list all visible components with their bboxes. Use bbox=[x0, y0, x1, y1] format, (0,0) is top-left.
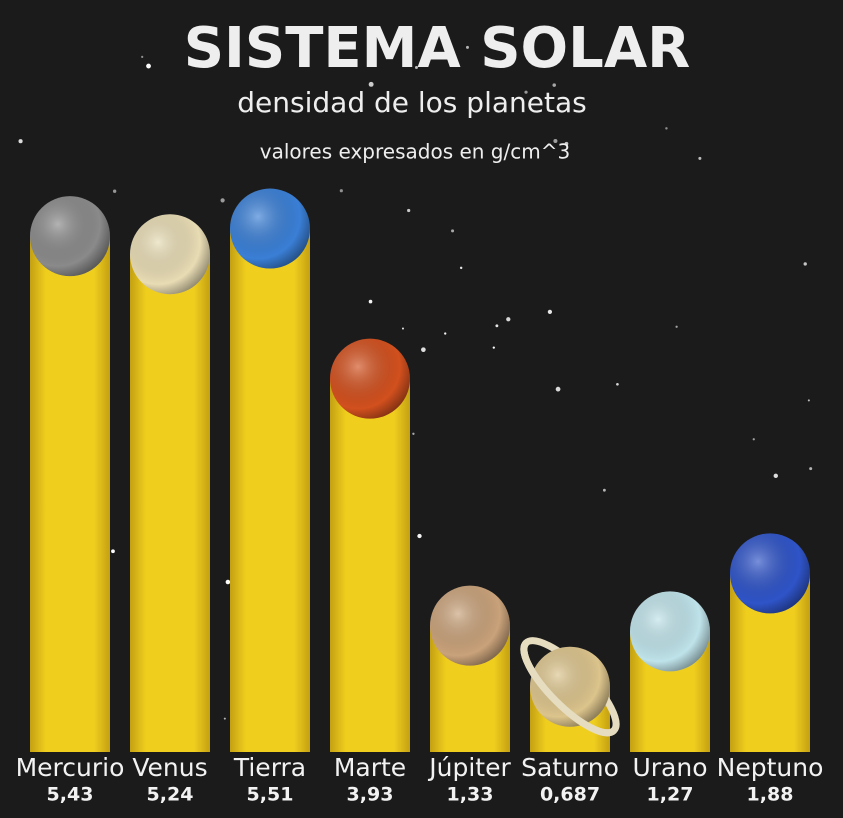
star bbox=[451, 229, 455, 233]
star bbox=[444, 332, 447, 335]
star bbox=[223, 717, 226, 720]
value-label: 5,51 bbox=[247, 784, 294, 806]
value-label: 1,33 bbox=[447, 784, 494, 806]
star bbox=[277, 48, 280, 51]
x-tick-label: Venus bbox=[132, 753, 207, 782]
star bbox=[495, 324, 499, 328]
planet-shade bbox=[530, 646, 610, 727]
bar-tint bbox=[330, 378, 410, 752]
planet-ring-front bbox=[520, 640, 617, 737]
chart-note: valores expresados en g/cm^3 bbox=[260, 140, 570, 164]
star bbox=[553, 138, 558, 143]
star bbox=[417, 533, 422, 539]
x-tick-label: Urano bbox=[632, 753, 707, 782]
x-tick-label: Neptuno bbox=[717, 753, 824, 782]
star bbox=[111, 549, 115, 554]
star bbox=[112, 189, 117, 193]
star bbox=[401, 327, 404, 330]
star bbox=[675, 325, 678, 328]
value-label: 0,687 bbox=[540, 784, 600, 806]
x-tick-label: Júpiter bbox=[427, 753, 511, 782]
chart-subtitle: densidad de los planetas bbox=[237, 86, 586, 119]
star bbox=[809, 467, 813, 471]
star bbox=[564, 141, 569, 146]
bar bbox=[30, 236, 110, 752]
bar-tint bbox=[30, 236, 110, 752]
planet-shade bbox=[630, 591, 710, 672]
star bbox=[698, 156, 702, 160]
chart-title: SISTEMA SOLAR bbox=[184, 16, 691, 81]
planet-shade bbox=[730, 533, 810, 614]
star bbox=[368, 81, 374, 87]
star bbox=[225, 579, 231, 585]
star bbox=[803, 262, 807, 266]
x-tick-label: Marte bbox=[334, 753, 406, 782]
bar-tint bbox=[130, 254, 210, 752]
star bbox=[506, 317, 511, 322]
planet-shade bbox=[130, 214, 210, 295]
star bbox=[807, 399, 810, 402]
value-label: 1,27 bbox=[647, 784, 694, 806]
bar bbox=[330, 378, 410, 752]
star bbox=[555, 386, 561, 392]
planet-shade bbox=[30, 196, 110, 277]
star bbox=[602, 488, 606, 492]
value-label: 1,88 bbox=[747, 784, 794, 806]
planet-shade bbox=[230, 188, 310, 269]
bar bbox=[130, 254, 210, 752]
value-label: 5,24 bbox=[147, 784, 194, 806]
value-label: 5,43 bbox=[47, 784, 94, 806]
star bbox=[368, 299, 373, 304]
star bbox=[547, 309, 553, 314]
star bbox=[141, 55, 144, 59]
star bbox=[339, 189, 343, 193]
star bbox=[492, 346, 495, 349]
star bbox=[421, 347, 426, 353]
bar bbox=[230, 228, 310, 753]
planet-shade bbox=[330, 338, 410, 419]
star bbox=[459, 266, 463, 270]
star bbox=[412, 432, 415, 435]
star bbox=[773, 473, 778, 479]
star bbox=[752, 438, 755, 441]
star bbox=[407, 208, 411, 213]
star bbox=[465, 45, 469, 49]
star bbox=[552, 83, 556, 87]
star bbox=[665, 127, 668, 130]
star bbox=[146, 63, 151, 69]
x-tick-label: Tierra bbox=[233, 753, 306, 782]
star bbox=[18, 139, 23, 144]
star bbox=[616, 382, 619, 386]
planet-shade bbox=[430, 585, 510, 666]
star bbox=[220, 198, 225, 203]
x-tick-label: Saturno bbox=[521, 753, 619, 782]
star bbox=[524, 90, 528, 94]
bar-tint bbox=[230, 228, 310, 753]
x-tick-label: Mercurio bbox=[16, 753, 125, 782]
star bbox=[415, 66, 418, 69]
value-label: 3,93 bbox=[347, 784, 394, 806]
